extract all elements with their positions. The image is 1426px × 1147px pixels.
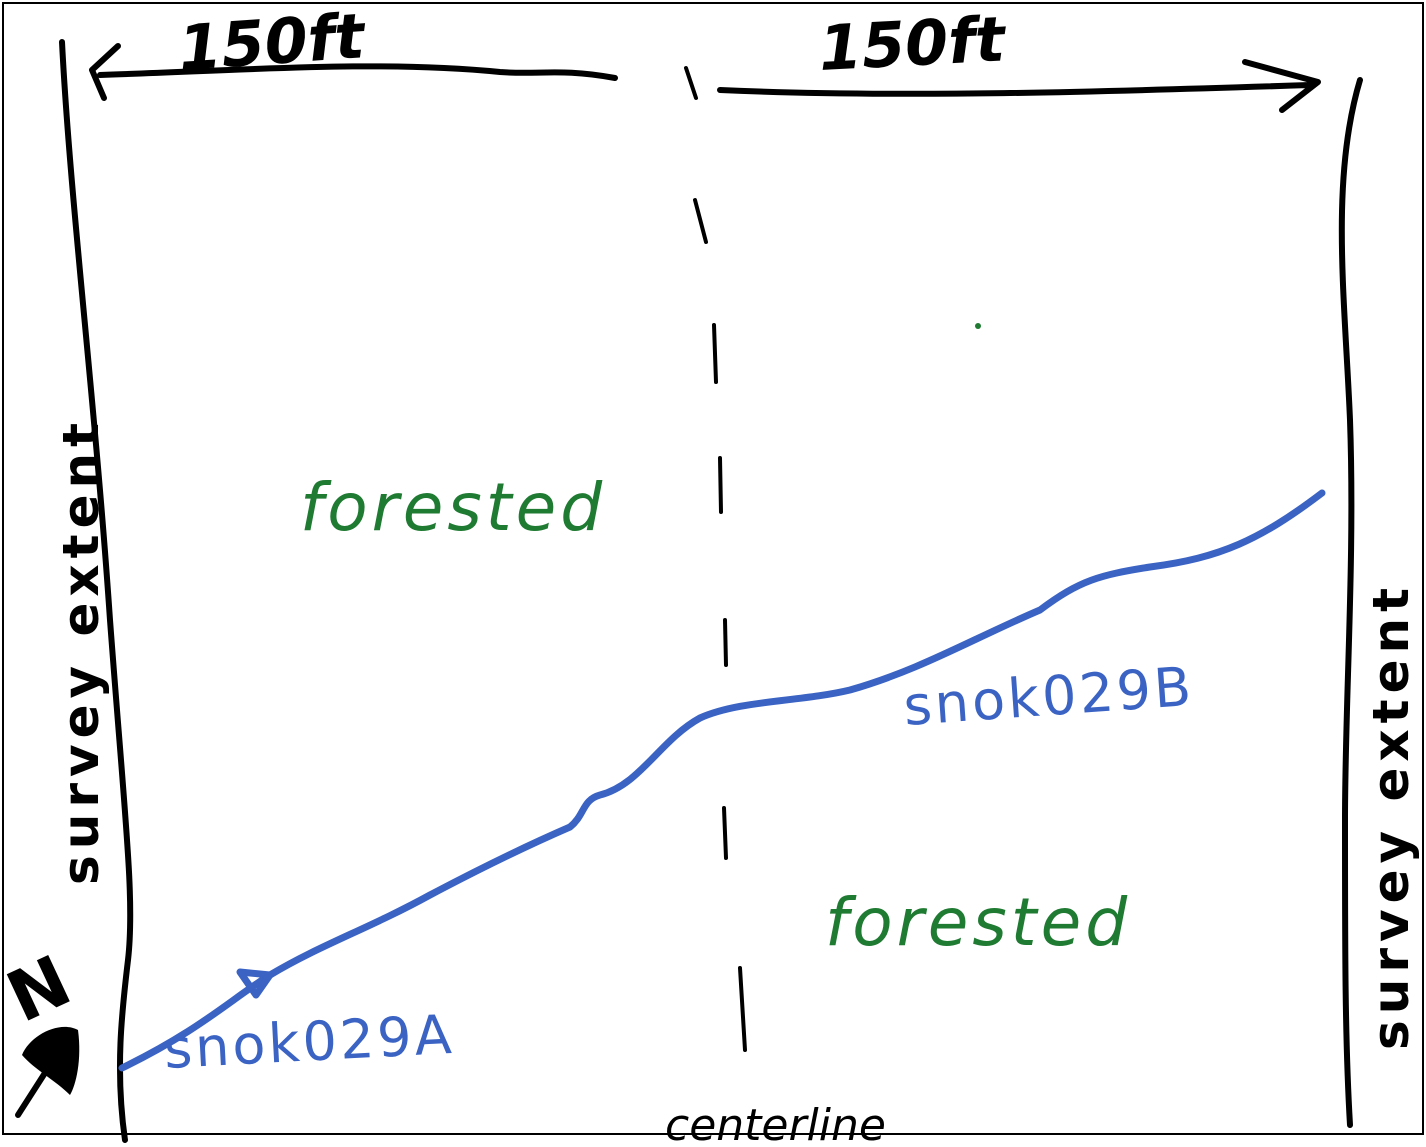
north-arrow-label: N bbox=[0, 940, 83, 1039]
stream-flow-arrowhead bbox=[236, 968, 274, 999]
stream-start-label: snok029A bbox=[162, 1003, 456, 1081]
north-arrow: N bbox=[0, 940, 83, 1118]
centerline-dash bbox=[693, 198, 708, 244]
centerline-dashes bbox=[684, 66, 747, 1052]
right-dimension-arrow bbox=[717, 59, 1321, 113]
stray-dot bbox=[975, 323, 981, 329]
north-arrow-shaft bbox=[15, 1059, 55, 1118]
right-survey-boundary bbox=[1338, 77, 1363, 1128]
centerline-dash bbox=[722, 806, 728, 860]
centerline-dash bbox=[723, 618, 728, 667]
survey-extent-left-label: survey extent bbox=[52, 417, 110, 885]
centerline-dash bbox=[718, 456, 723, 514]
left-survey-boundary bbox=[59, 39, 134, 1143]
left-dimension-arrow bbox=[89, 43, 618, 101]
right-width-label: 150ft bbox=[817, 2, 1009, 85]
stream-end-label: snok029B bbox=[902, 655, 1196, 738]
land-cover-upper-label: forested bbox=[300, 469, 606, 546]
land-cover-lower-label: forested bbox=[825, 884, 1131, 961]
stream-line bbox=[118, 489, 1326, 1072]
left-width-label: 150ft bbox=[176, 0, 369, 85]
centerline-dash bbox=[684, 66, 698, 100]
survey-extent-right-label: survey extent bbox=[1362, 582, 1420, 1050]
centerline-dash bbox=[712, 323, 718, 384]
centerline-dash bbox=[738, 966, 747, 1052]
centerline-label: centerline bbox=[665, 1100, 886, 1147]
